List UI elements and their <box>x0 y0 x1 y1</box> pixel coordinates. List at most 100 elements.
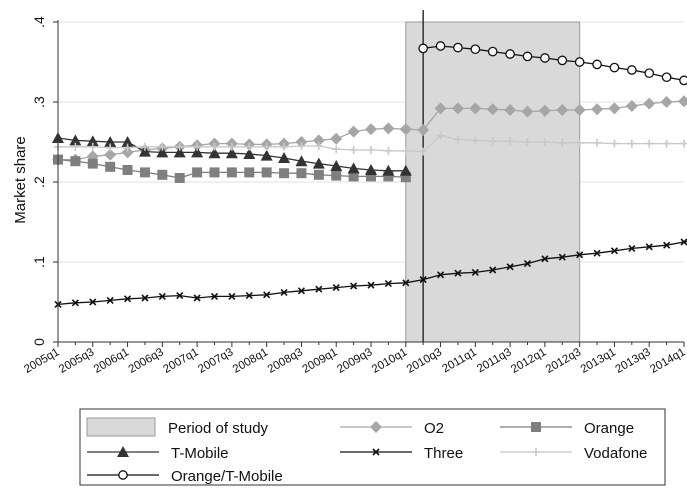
data-point-orange <box>313 169 324 180</box>
legend-label-t-mobile: T-Mobile <box>171 445 229 462</box>
data-point-orange <box>383 171 394 182</box>
legend-marker-t-mobile <box>117 446 129 457</box>
series-layer <box>52 41 687 308</box>
data-point-t-mobile <box>243 148 256 159</box>
data-point-vodafone <box>680 139 687 148</box>
x-tick-label: 2009q1 <box>300 346 339 376</box>
data-point-orange <box>261 167 272 178</box>
data-point-t-mobile <box>365 164 377 175</box>
data-point-three <box>384 280 392 288</box>
data-point-vodafone <box>332 145 341 154</box>
data-point-vodafone <box>558 138 567 147</box>
legend-marker-vodafone <box>532 448 540 456</box>
data-point-three <box>315 285 323 293</box>
data-point-o2 <box>312 134 325 147</box>
data-point-o2 <box>591 103 604 116</box>
legend-label-orange: Orange <box>584 420 634 437</box>
data-point-t-mobile <box>278 152 291 163</box>
data-point-three <box>141 294 149 302</box>
data-point-o2 <box>347 125 360 138</box>
data-point-vodafone <box>506 137 515 146</box>
data-point-three <box>489 266 497 274</box>
data-point-o2 <box>417 124 430 136</box>
data-point-orange <box>209 167 220 178</box>
y-axis-label: Market share <box>12 136 29 224</box>
data-point-o2 <box>382 122 395 135</box>
x-tick-label: 2014q1 <box>648 346 687 376</box>
data-point-three <box>350 282 358 290</box>
data-point-vodafone <box>436 131 445 140</box>
y-tick-label: .2 <box>31 176 47 188</box>
legend-label-vodafone: Vodafone <box>584 445 647 462</box>
x-tick-label: 2006q1 <box>92 346 131 376</box>
x-tick-label: 2005q3 <box>57 346 96 376</box>
data-point-t-mobile <box>191 146 204 158</box>
data-point-vodafone <box>245 142 254 151</box>
data-point-vodafone <box>419 147 428 156</box>
x-tick-label: 2008q3 <box>266 346 305 376</box>
data-point-orange-t-mobile <box>679 75 687 86</box>
data-point-orange <box>279 168 290 179</box>
data-point-three <box>471 268 479 276</box>
x-tick-label: 2006q3 <box>127 346 166 376</box>
data-point-o2 <box>573 104 586 116</box>
data-point-orange-t-mobile <box>557 55 568 66</box>
data-point-three <box>123 295 132 303</box>
data-point-vodafone <box>349 146 358 154</box>
data-point-o2 <box>678 95 687 108</box>
y-tick-label: .3 <box>31 96 47 108</box>
data-point-three <box>193 294 201 302</box>
data-point-three <box>263 291 271 299</box>
data-point-o2 <box>538 104 551 117</box>
data-point-orange <box>192 167 203 178</box>
data-point-t-mobile <box>104 136 117 147</box>
x-tick-label: 2005q1 <box>22 346 61 376</box>
x-tick-label: 2013q1 <box>579 346 618 376</box>
series-orange-t-mobile <box>418 41 687 86</box>
data-point-orange <box>348 171 359 182</box>
data-point-vodafone <box>158 142 167 151</box>
legend-marker-orange-t-mobile <box>118 470 128 480</box>
data-point-vodafone <box>193 142 202 151</box>
data-point-orange <box>87 158 98 169</box>
data-point-vodafone <box>262 142 271 151</box>
data-point-t-mobile <box>156 146 169 158</box>
data-point-t-mobile <box>138 145 151 157</box>
legend-swatch-period <box>86 417 156 437</box>
legend-marker-orange <box>531 422 541 432</box>
data-point-vodafone <box>610 139 619 148</box>
x-tick-label: 2012q3 <box>544 346 583 376</box>
data-point-three <box>576 251 584 259</box>
data-point-vodafone <box>488 137 497 146</box>
data-point-o2 <box>643 97 656 110</box>
data-point-three <box>89 298 97 306</box>
data-point-t-mobile <box>295 155 308 167</box>
data-point-o2 <box>660 96 673 108</box>
x-tick-label: 2013q3 <box>613 346 652 376</box>
legend-label-o2: O2 <box>424 420 444 437</box>
data-point-orange <box>174 173 185 183</box>
data-point-three <box>176 292 184 300</box>
data-point-three <box>506 263 514 271</box>
data-point-orange-t-mobile <box>453 42 463 53</box>
data-point-t-mobile <box>347 162 360 174</box>
data-point-vodafone <box>645 139 654 148</box>
axes: 0.1.2.3.42005q12005q32006q12006q32007q12… <box>22 16 687 376</box>
data-point-t-mobile <box>173 146 186 158</box>
data-point-t-mobile <box>86 135 99 147</box>
data-point-orange <box>331 170 342 181</box>
data-point-three <box>158 292 166 300</box>
data-point-three <box>297 287 306 295</box>
data-point-orange <box>400 172 411 183</box>
data-point-t-mobile <box>399 164 412 176</box>
data-point-t-mobile <box>208 147 221 159</box>
data-point-orange-t-mobile <box>609 62 620 73</box>
data-point-vodafone <box>297 142 306 150</box>
data-point-three <box>71 299 79 307</box>
data-point-vodafone <box>314 142 323 150</box>
data-point-orange <box>105 161 116 172</box>
study-period-rect <box>405 21 581 343</box>
data-point-three <box>419 276 427 284</box>
